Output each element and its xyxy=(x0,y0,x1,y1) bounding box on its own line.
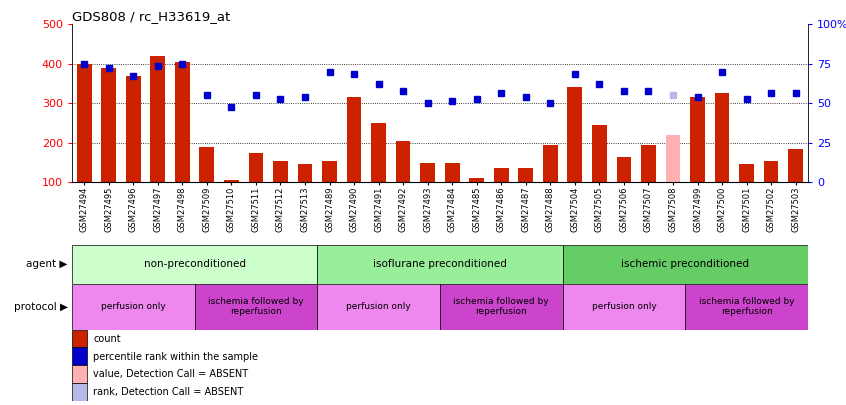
Bar xyxy=(72,330,87,347)
Bar xyxy=(126,76,140,182)
Bar xyxy=(690,97,705,182)
Text: count: count xyxy=(93,334,121,344)
Bar xyxy=(317,284,440,330)
Bar xyxy=(72,365,87,383)
Bar xyxy=(347,97,361,182)
Text: isoflurane preconditioned: isoflurane preconditioned xyxy=(373,259,507,269)
Bar xyxy=(195,284,317,330)
Bar xyxy=(317,245,563,284)
Text: ischemic preconditioned: ischemic preconditioned xyxy=(621,259,750,269)
Text: rank, Detection Call = ABSENT: rank, Detection Call = ABSENT xyxy=(93,387,244,397)
Bar xyxy=(519,168,533,182)
Bar xyxy=(72,347,87,365)
Bar xyxy=(396,141,410,182)
Bar xyxy=(445,162,459,182)
Bar xyxy=(543,145,558,182)
Bar xyxy=(371,123,386,182)
Bar xyxy=(470,178,484,182)
Text: ischemia followed by
reperfusion: ischemia followed by reperfusion xyxy=(453,297,549,316)
Text: agent ▶: agent ▶ xyxy=(26,259,68,269)
Bar xyxy=(102,68,116,182)
Bar xyxy=(685,284,808,330)
Bar xyxy=(440,284,563,330)
Bar xyxy=(568,87,582,182)
Bar xyxy=(322,160,337,182)
Bar xyxy=(563,284,685,330)
Bar xyxy=(72,383,87,401)
Text: GDS808 / rc_H33619_at: GDS808 / rc_H33619_at xyxy=(72,10,230,23)
Bar xyxy=(715,94,729,182)
Bar xyxy=(420,162,435,182)
Text: ischemia followed by
reperfusion: ischemia followed by reperfusion xyxy=(208,297,304,316)
Bar xyxy=(72,284,195,330)
Text: protocol ▶: protocol ▶ xyxy=(14,302,68,312)
Text: non-preconditioned: non-preconditioned xyxy=(144,259,245,269)
Bar xyxy=(666,135,680,182)
Text: perfusion only: perfusion only xyxy=(591,302,656,311)
Bar xyxy=(494,168,508,182)
Text: percentile rank within the sample: percentile rank within the sample xyxy=(93,352,258,362)
Bar xyxy=(617,157,631,182)
Text: ischemia followed by
reperfusion: ischemia followed by reperfusion xyxy=(699,297,794,316)
Text: value, Detection Call = ABSENT: value, Detection Call = ABSENT xyxy=(93,369,248,379)
Bar xyxy=(175,62,190,182)
Bar xyxy=(273,160,288,182)
Bar xyxy=(641,145,656,182)
Bar xyxy=(788,149,803,182)
Bar xyxy=(739,164,754,182)
Bar xyxy=(764,160,778,182)
Bar xyxy=(592,125,607,182)
Text: perfusion only: perfusion only xyxy=(346,302,411,311)
Bar xyxy=(224,180,239,182)
Bar xyxy=(249,153,263,182)
Bar xyxy=(200,147,214,182)
Bar xyxy=(151,56,165,182)
Bar xyxy=(72,245,317,284)
Text: perfusion only: perfusion only xyxy=(101,302,166,311)
Bar xyxy=(77,64,91,182)
Bar xyxy=(563,245,808,284)
Bar xyxy=(298,164,312,182)
